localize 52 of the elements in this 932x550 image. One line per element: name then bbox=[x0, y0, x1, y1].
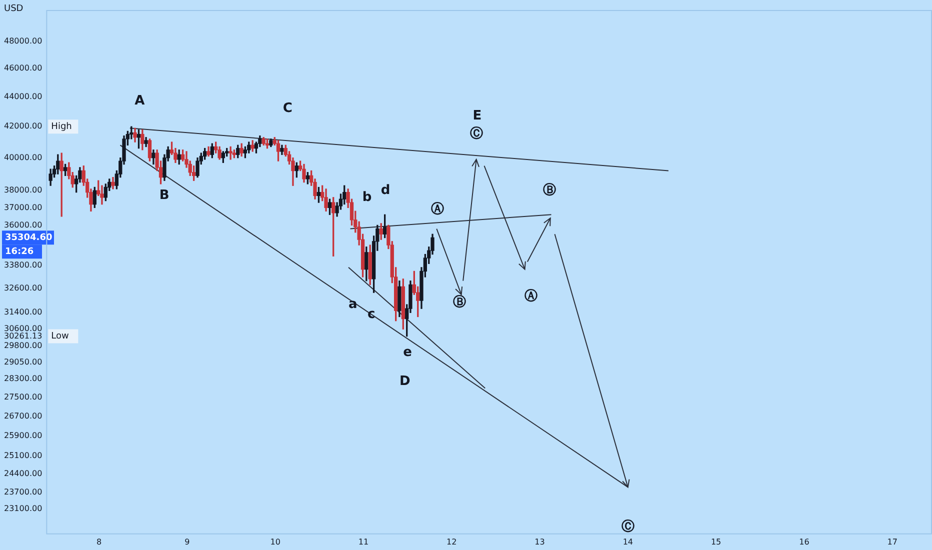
y-tick-label: 31400.00 bbox=[4, 308, 42, 317]
y-tick-label: 32600.00 bbox=[4, 284, 42, 293]
y-tick-label: 48000.00 bbox=[4, 36, 42, 46]
annotation: Ⓐ bbox=[431, 200, 444, 217]
annotation: A bbox=[134, 94, 145, 109]
y-tick-label: 40000.00 bbox=[4, 152, 42, 162]
text: 16:26 bbox=[5, 247, 34, 258]
y-tick-label: 29050.00 bbox=[4, 357, 42, 366]
y-tick-label: 30261.13 bbox=[4, 331, 42, 340]
x-tick-label: 13 bbox=[534, 537, 545, 546]
x-tick-label: 17 bbox=[887, 537, 898, 546]
y-tick-label: 25100.00 bbox=[4, 450, 42, 460]
y-tick-label: 24400.00 bbox=[4, 469, 42, 478]
y-tick-label: 37000.00 bbox=[4, 202, 42, 212]
x-tick-label: 11 bbox=[358, 537, 369, 546]
x-tick-label: 15 bbox=[710, 537, 722, 546]
annotation: D bbox=[400, 374, 411, 389]
annotation: Ⓑ bbox=[453, 294, 466, 310]
y-tick-label: 46000.00 bbox=[4, 64, 42, 73]
y-tick-label: 42000.00 bbox=[4, 122, 42, 131]
y-tick-label: 33800.00 bbox=[4, 260, 42, 270]
y-tick-label: 23700.00 bbox=[4, 488, 42, 497]
y-tick-label: 44000.00 bbox=[4, 92, 42, 101]
x-tick-label: 8 bbox=[96, 537, 102, 546]
y-tick-label: 35304.60 bbox=[5, 233, 52, 244]
y-tick-label: 28300.00 bbox=[4, 374, 42, 384]
x-tick-label: 10 bbox=[270, 537, 280, 546]
y-tick-label: 29800.00 bbox=[4, 341, 42, 350]
x-tick-label: 12 bbox=[446, 537, 457, 546]
y-tick-label: 27500.00 bbox=[4, 392, 42, 402]
annotation: Ⓐ bbox=[524, 288, 538, 304]
annotation: Ⓒ bbox=[621, 518, 634, 535]
annotation: B bbox=[159, 188, 170, 204]
annotation: E bbox=[472, 108, 482, 124]
y-axis-title: USD bbox=[4, 4, 24, 14]
annotation: b bbox=[362, 190, 372, 205]
y-tick-label: 38000.00 bbox=[4, 186, 42, 195]
y-tick-label: 30600.00 bbox=[4, 324, 42, 334]
x-tick-label: 14 bbox=[622, 537, 634, 546]
y-tick-label: 25900.00 bbox=[4, 430, 42, 440]
annotation: Low bbox=[51, 332, 69, 342]
x-tick-label: 16 bbox=[799, 537, 810, 546]
y-tick-label: 26700.00 bbox=[4, 411, 42, 420]
y-tick-label: 23100.00 bbox=[4, 504, 42, 514]
annotation: C bbox=[282, 100, 292, 116]
annotation: Ⓑ bbox=[542, 182, 556, 198]
annotation: d bbox=[380, 183, 390, 198]
x-tick-label: 9 bbox=[184, 537, 190, 546]
annotation: High bbox=[51, 122, 72, 132]
annotation: Ⓒ bbox=[470, 126, 483, 142]
y-tick-label: 36000.00 bbox=[4, 220, 42, 230]
annotation: e bbox=[403, 344, 412, 360]
